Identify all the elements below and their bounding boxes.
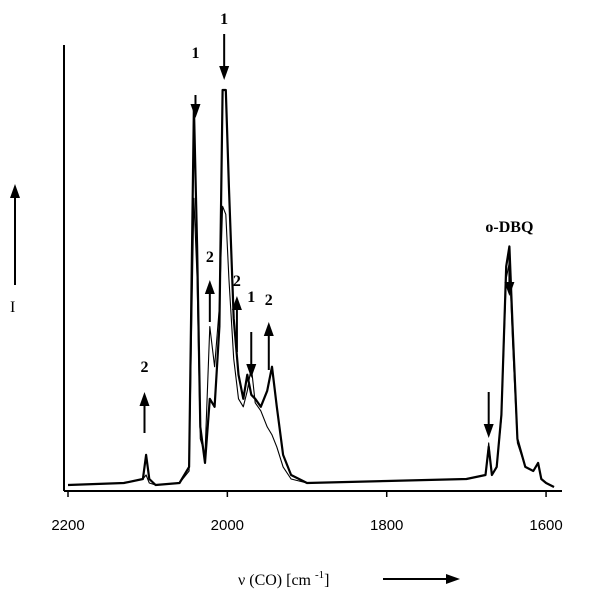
spectrum-series-line bbox=[67, 197, 555, 488]
annotation-label: 2 bbox=[206, 249, 214, 266]
x-tick-label: 1600 bbox=[529, 517, 562, 534]
annotation-arrow: 2 bbox=[263, 292, 274, 370]
annotation-arrow: 1 bbox=[246, 289, 257, 378]
x-axis-label: ν (CO) [cm -1] bbox=[238, 569, 330, 589]
annotation-arrow: o-DBQ bbox=[485, 219, 533, 296]
annotation-label: 2 bbox=[140, 359, 148, 376]
annotation-label: 2 bbox=[233, 273, 241, 290]
annotation-label: 1 bbox=[220, 11, 228, 28]
x-axis-label-group: ν (CO) [cm -1] bbox=[238, 569, 460, 589]
annotation-arrow bbox=[483, 392, 494, 438]
annotation-label: 1 bbox=[191, 45, 199, 62]
annotation-arrow: 2 bbox=[231, 273, 242, 352]
x-axis-arrow-icon bbox=[446, 574, 460, 584]
annotation-label: 1 bbox=[247, 289, 255, 306]
annotation-label: 2 bbox=[265, 292, 273, 309]
x-tick-label: 2000 bbox=[211, 517, 244, 534]
annotation-arrow: 1 bbox=[219, 11, 230, 80]
spectrum-series-line bbox=[67, 88, 555, 488]
y-axis-arrow-icon bbox=[10, 184, 20, 198]
x-tick-label: 1800 bbox=[370, 517, 403, 534]
y-axis-label-group: I bbox=[10, 184, 20, 316]
annotation-arrow: 2 bbox=[139, 359, 150, 433]
annotation-arrow: 2 bbox=[204, 249, 215, 322]
y-axis-label: I bbox=[10, 299, 15, 316]
annotation-label: o-DBQ bbox=[485, 219, 533, 236]
x-tick-label: 2200 bbox=[51, 517, 84, 534]
annotation-arrow: 1 bbox=[190, 45, 201, 118]
